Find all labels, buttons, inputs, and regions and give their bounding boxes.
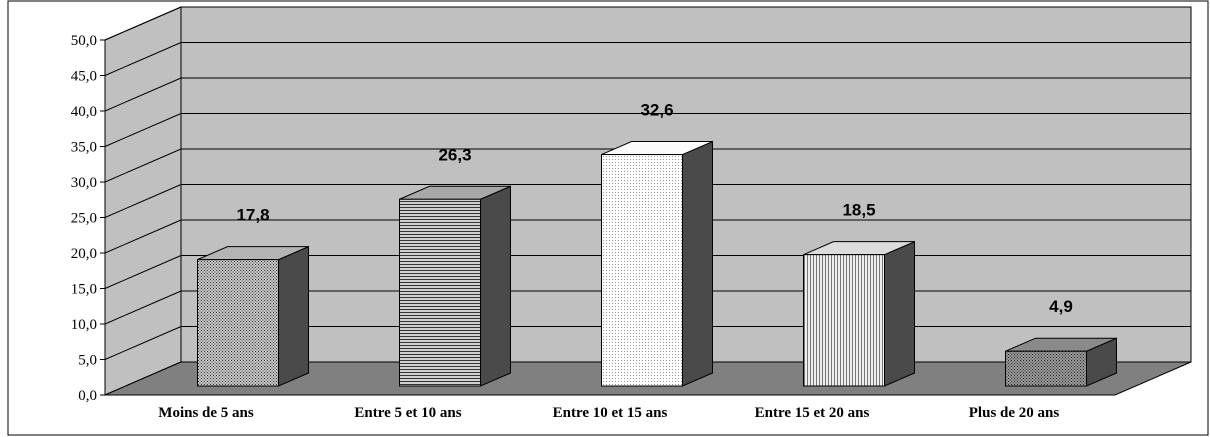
gridline-side <box>104 77 182 112</box>
gridline-side <box>104 113 182 147</box>
y-tick-label: 40,0 <box>71 104 97 120</box>
bar-side <box>480 185 511 387</box>
x-tick-labels: Moins de 5 ans Entre 5 et 10 ans Entre 10 … <box>158 405 1059 421</box>
x-tick-label: Plus de 20 ans <box>969 405 1060 421</box>
gridline-side <box>104 255 182 289</box>
gridline-side <box>104 184 182 218</box>
bar <box>399 198 481 387</box>
gridline-side <box>104 219 182 254</box>
x-tick-label: Entre 15 et 20 ans <box>755 405 870 421</box>
y-tick-label: 35,0 <box>71 140 97 156</box>
gridline-side <box>104 326 182 360</box>
chart-border <box>7 0 1209 436</box>
data-label: 17,8 <box>236 206 269 225</box>
gridline-side <box>104 148 182 183</box>
y-tick-label: 15,0 <box>71 282 97 298</box>
y-tick-label: 10,0 <box>71 317 97 333</box>
y-tick-label: 0,0 <box>78 388 97 404</box>
bar <box>601 154 683 387</box>
y-axis <box>100 39 106 396</box>
bar-side <box>884 240 915 387</box>
y-tick-label: 45,0 <box>71 69 97 85</box>
bar-side <box>278 245 309 387</box>
gridline-side <box>104 290 182 325</box>
x-tick-label: Entre 10 et 15 ans <box>553 405 668 421</box>
bar <box>197 259 279 387</box>
gridline-side <box>104 42 182 76</box>
y-tick-label: 5,0 <box>78 353 97 369</box>
y-tick-labels: 0,0 5,0 10,0 15,0 20,0 25,0 30,0 35,0 40,0 45,0 50… <box>71 33 97 404</box>
gridline-side <box>104 6 182 41</box>
data-label: 4,9 <box>1049 297 1073 316</box>
bar-side <box>682 140 713 387</box>
y-tick-label: 25,0 <box>71 211 97 227</box>
data-label: 32,6 <box>640 101 673 120</box>
bar <box>1005 350 1087 387</box>
bars <box>197 140 1117 387</box>
x-tick-label: Moins de 5 ans <box>158 405 254 421</box>
bar <box>803 254 885 387</box>
data-labels: 17,8 26,3 32,6 18,5 4,9 <box>236 101 1072 317</box>
y-tick-label: 30,0 <box>71 175 97 191</box>
x-tick-label: Entre 5 et 10 ans <box>354 405 461 421</box>
y-tick-label: 20,0 <box>71 246 97 262</box>
data-label: 26,3 <box>438 145 471 164</box>
y-tick-label: 50,0 <box>71 33 97 49</box>
data-label: 18,5 <box>842 201 875 220</box>
